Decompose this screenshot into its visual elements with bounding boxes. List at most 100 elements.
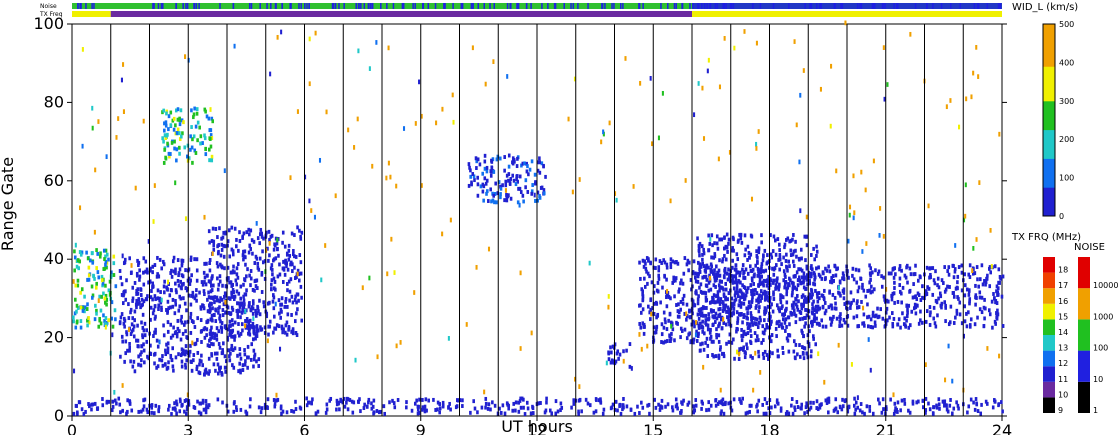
data-cell <box>712 283 716 288</box>
data-cell <box>813 272 816 277</box>
colorbar-width-cell <box>1043 58 1055 61</box>
data-cell <box>505 173 509 178</box>
data-cell <box>206 319 210 324</box>
data-cell <box>995 313 999 318</box>
data-cell <box>167 151 171 156</box>
data-cell <box>939 303 943 308</box>
data-cell <box>166 329 170 334</box>
data-cell <box>714 311 718 316</box>
noise-tick <box>412 3 414 9</box>
data-cell <box>737 357 741 361</box>
data-cell <box>897 317 901 322</box>
data-cell <box>149 305 153 310</box>
data-cell <box>732 397 736 402</box>
data-cell <box>213 351 217 356</box>
data-cell <box>778 267 781 272</box>
data-cell <box>174 288 178 293</box>
data-cell <box>104 262 107 267</box>
noise-tick <box>577 3 579 9</box>
data-cell <box>74 297 77 302</box>
data-cell <box>104 283 107 288</box>
data-cell <box>184 286 188 291</box>
data-cell <box>424 397 428 402</box>
data-cell <box>192 115 195 120</box>
data-cell <box>687 400 691 405</box>
data-cell <box>749 283 753 288</box>
data-cell <box>239 284 243 289</box>
colorbar-width-cell <box>1043 158 1055 161</box>
data-cell <box>638 332 641 337</box>
data-cell <box>178 294 182 299</box>
data-cell <box>249 324 252 329</box>
noise-tick <box>516 3 518 9</box>
data-cell <box>278 272 282 277</box>
data-cell <box>295 300 298 305</box>
data-cell <box>517 409 521 414</box>
data-cell <box>967 404 971 409</box>
data-cell <box>189 147 192 152</box>
data-cell <box>783 272 787 277</box>
data-cell <box>272 276 276 281</box>
data-cell <box>769 233 772 238</box>
data-cell <box>285 332 289 337</box>
data-cell <box>223 168 226 174</box>
data-cell <box>799 406 803 411</box>
data-cell <box>105 265 108 270</box>
colorbar-width-cell <box>1043 35 1055 38</box>
data-cell <box>704 291 708 296</box>
data-cell <box>652 312 656 316</box>
data-cell <box>158 257 162 262</box>
data-cell <box>163 133 167 138</box>
noise-tick <box>604 3 606 9</box>
data-cell <box>743 233 747 238</box>
data-cell <box>188 349 192 354</box>
data-cell <box>500 410 503 415</box>
data-cell <box>892 275 896 280</box>
data-cell <box>184 268 187 273</box>
data-cell <box>142 404 146 409</box>
data-cell <box>289 175 292 181</box>
data-cell <box>789 278 792 283</box>
data-cell <box>713 278 717 283</box>
data-cell <box>483 153 487 158</box>
data-cell <box>187 276 191 281</box>
data-cell <box>293 265 296 270</box>
data-cell <box>141 302 144 307</box>
data-cell <box>140 344 143 349</box>
data-cell <box>800 402 804 407</box>
data-cell <box>723 246 726 251</box>
data-cell <box>746 286 750 291</box>
data-cell <box>299 271 303 276</box>
data-cell <box>732 237 735 242</box>
data-cell <box>221 313 225 318</box>
data-cell <box>733 280 737 285</box>
data-cell <box>847 404 851 409</box>
data-cell <box>947 322 951 327</box>
data-cell <box>891 324 895 329</box>
data-cell <box>800 328 803 333</box>
data-cell <box>390 236 393 242</box>
data-cell <box>499 192 502 196</box>
data-cell <box>274 243 277 248</box>
data-cell <box>770 255 774 260</box>
data-cell <box>929 272 932 277</box>
data-cell <box>723 307 727 312</box>
noise-tick <box>554 3 557 9</box>
data-cell <box>904 323 907 328</box>
data-cell <box>230 305 234 310</box>
data-cell <box>263 402 267 407</box>
data-cell <box>86 302 89 307</box>
data-cell <box>274 236 278 241</box>
colorbar-txfreq-block <box>1043 288 1055 304</box>
noise-tick <box>153 3 155 9</box>
data-cell <box>977 284 980 289</box>
data-cell <box>977 74 980 79</box>
data-cell <box>505 401 509 406</box>
data-cell <box>132 324 136 329</box>
data-cell <box>545 396 548 401</box>
data-cell <box>216 235 219 240</box>
data-cell <box>145 328 149 333</box>
data-cell <box>201 303 205 308</box>
colorbar-width-cell <box>1043 29 1055 33</box>
data-cell <box>280 309 283 314</box>
